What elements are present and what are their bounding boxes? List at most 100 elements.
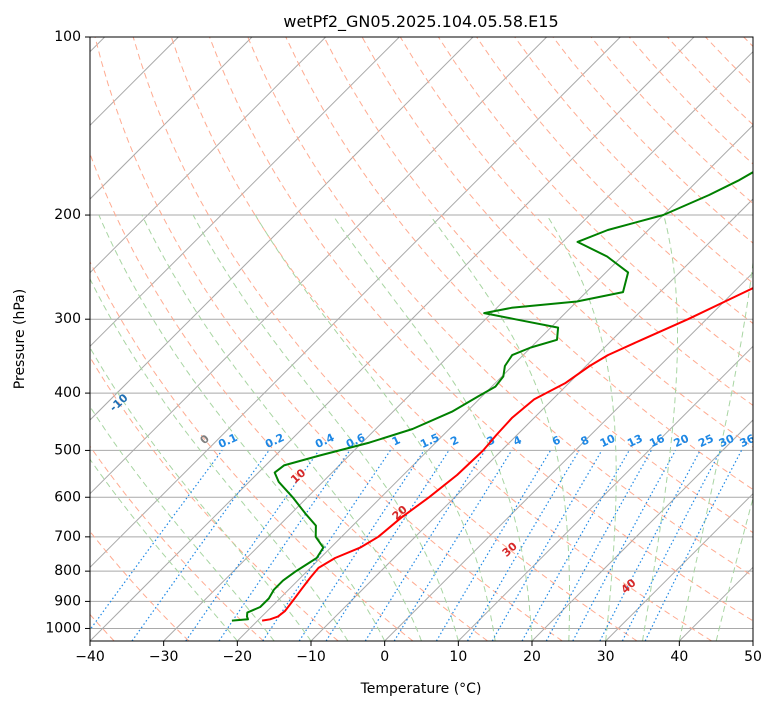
x-tick-label: −30 — [149, 649, 179, 665]
dry-adiabat-line — [90, 260, 414, 641]
x-tick-label: 50 — [744, 649, 762, 665]
isotherm-line — [90, 37, 548, 495]
mixing-ratio-label: 25 — [696, 432, 715, 450]
mixing-ratio-line — [393, 450, 513, 641]
moist-adiabat-line — [429, 214, 570, 641]
dry-adiabat-line — [94, 37, 563, 641]
dry-adiabat-line — [247, 37, 753, 577]
y-tick-label: 1000 — [45, 620, 81, 636]
x-tick-label: 10 — [449, 649, 467, 665]
dry-adiabat-line — [90, 152, 488, 641]
mixing-ratio-label: 4 — [511, 433, 524, 448]
moist-adiabat-line — [642, 214, 678, 641]
isotherm-line — [163, 50, 753, 641]
mixing-ratio-line — [545, 450, 652, 641]
moist-adiabat-line — [98, 214, 386, 641]
mixing-ratio-line — [185, 450, 320, 641]
mixing-ratio-line — [90, 450, 223, 631]
x-tick-label: −20 — [223, 649, 253, 665]
plot-area: 0.10.20.40.611.52346810131620253036-100-… — [90, 37, 758, 641]
x-tick-label: 20 — [523, 649, 541, 665]
y-tick-label: 300 — [54, 311, 81, 327]
isotherm-line — [605, 492, 753, 641]
mixing-ratio-label: 10 — [598, 432, 618, 450]
chart-title: wetPf2_GN05.2025.104.05.58.E15 — [283, 12, 558, 32]
dry-adiabat-line — [90, 530, 190, 641]
mixing-ratio-line — [466, 450, 580, 641]
dry-adiabat-line — [323, 37, 753, 491]
dry-adiabat-line — [209, 37, 753, 622]
x-tick-label: −40 — [75, 649, 105, 665]
x-tick-label: −10 — [296, 649, 326, 665]
mixing-ratio-line — [572, 450, 677, 641]
dry-adiabat-line — [590, 37, 753, 205]
mixing-ratio-label: 13 — [625, 432, 644, 450]
mixing-ratio-label: 16 — [647, 432, 667, 450]
isotherm-line — [752, 640, 753, 641]
mixing-ratio-label: 36 — [738, 432, 758, 450]
mixing-ratio-label: 2 — [448, 433, 460, 448]
temperature-profile-line — [261, 286, 753, 622]
y-tick-label: 100 — [54, 29, 81, 45]
mixing-ratio-line — [644, 450, 743, 641]
dry-adiabat-line — [552, 37, 753, 244]
dry-adiabat-line — [285, 37, 753, 534]
isotherm-line — [384, 271, 753, 641]
mixing-ratio-label: 30 — [717, 432, 737, 450]
y-tick-label: 600 — [54, 489, 81, 505]
y-tick-label: 500 — [54, 442, 81, 458]
mixing-ratio-line — [599, 450, 701, 641]
x-tick-label: 30 — [597, 649, 615, 665]
mixing-ratio-line — [364, 450, 486, 641]
dry-adiabat-line — [437, 37, 753, 365]
dry-adiabat-line — [90, 356, 339, 641]
isotherm-line — [90, 37, 695, 641]
moist-adiabat-line — [90, 458, 238, 641]
isotherm-line — [236, 124, 753, 641]
dry-adiabat-line — [170, 37, 712, 641]
mixing-ratio-line — [298, 450, 425, 641]
mixing-ratio-label: 6 — [550, 433, 563, 448]
y-tick-label: 800 — [54, 563, 81, 579]
moist-adiabat-line — [678, 258, 753, 641]
dry-adiabat-line — [667, 37, 753, 126]
dry-adiabat-label: 0 — [198, 432, 213, 447]
y-tick-label: 700 — [54, 529, 81, 545]
dry-adiabat-line — [705, 37, 753, 87]
plot-frame — [89, 36, 754, 642]
mixing-ratio-line — [218, 450, 351, 641]
mixing-ratio-label: 20 — [672, 432, 692, 450]
isotherm-line — [678, 566, 753, 641]
isotherm-line — [310, 198, 753, 641]
mixing-ratio-label: 8 — [579, 433, 591, 448]
mixing-ratio-line — [621, 450, 722, 641]
isotherm-line — [90, 37, 400, 348]
x-tick-label: 40 — [670, 649, 688, 665]
isotherm-line — [90, 37, 327, 274]
dewpoint-profile-line — [231, 171, 753, 622]
isotherm-line — [457, 345, 753, 641]
dry-adiabat-line — [132, 37, 638, 641]
isotherm-line — [531, 419, 753, 641]
mixing-ratio-line — [521, 450, 630, 641]
mixing-ratio-line — [325, 450, 450, 641]
mixing-ratio-line — [131, 450, 270, 641]
isotherm-line — [90, 37, 621, 569]
x-axis-label: Temperature (°C) — [360, 681, 482, 697]
mixing-ratio-label: 0.1 — [216, 431, 239, 451]
y-axis-label: Pressure (hPa) — [12, 289, 28, 389]
dry-adiabat-line — [90, 445, 264, 641]
moist-adiabat-line — [546, 214, 617, 641]
dry-adiabat-label: 40 — [619, 576, 639, 596]
y-tick-label: 200 — [54, 207, 81, 223]
moist-adiabat-line — [141, 214, 422, 641]
moist-adiabat-line — [90, 346, 312, 641]
axes: −40 −30 −20 −10 0 10 20 30 40 5010009008007006005… — [45, 29, 762, 665]
dry-adiabat-line — [743, 37, 753, 48]
moist-adiabat-line — [192, 214, 459, 641]
isotherm-line — [90, 37, 474, 421]
moist-adiabat-line — [90, 405, 275, 641]
y-tick-label: 400 — [54, 385, 81, 401]
mixing-ratio-label: 0.4 — [313, 431, 336, 451]
